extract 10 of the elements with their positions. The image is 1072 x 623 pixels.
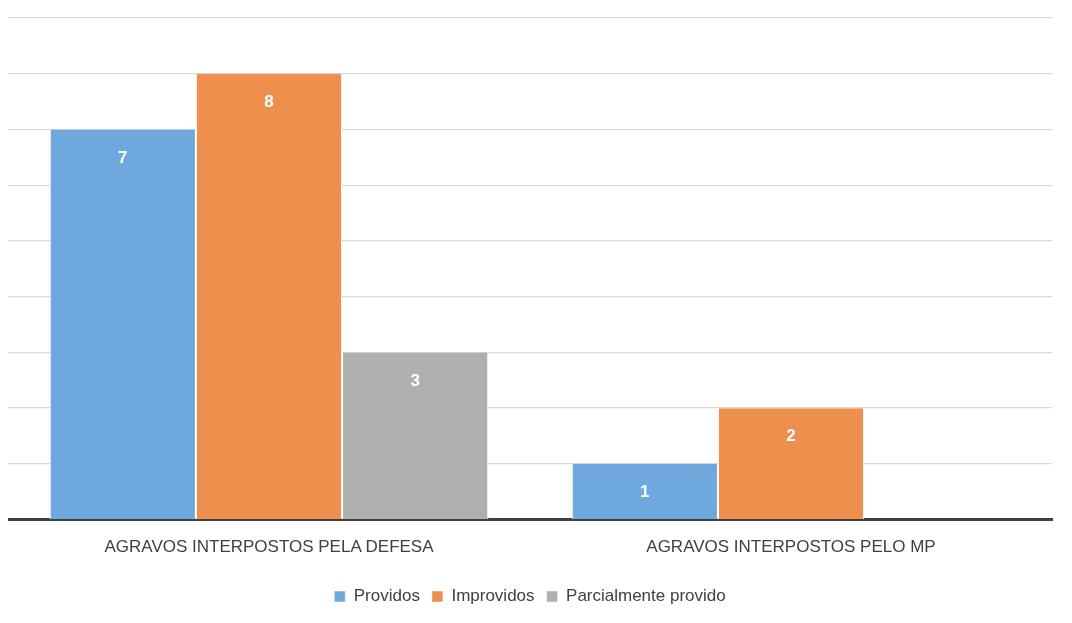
x-tick-label: AGRAVOS INTERPOSTOS PELO MP [646,537,936,557]
data-label: 1 [640,482,650,502]
legend-label: Parcialmente provido [566,586,726,606]
data-label: 8 [264,91,274,111]
data-label: 2 [786,426,796,446]
data-label: 7 [118,147,128,167]
legend-label: Providos [353,586,420,606]
data-label: 3 [410,370,420,390]
legend-label: Improvidos [451,586,535,606]
x-tick-label: AGRAVOS INTERPOSTOS PELA DEFESA [104,537,435,557]
